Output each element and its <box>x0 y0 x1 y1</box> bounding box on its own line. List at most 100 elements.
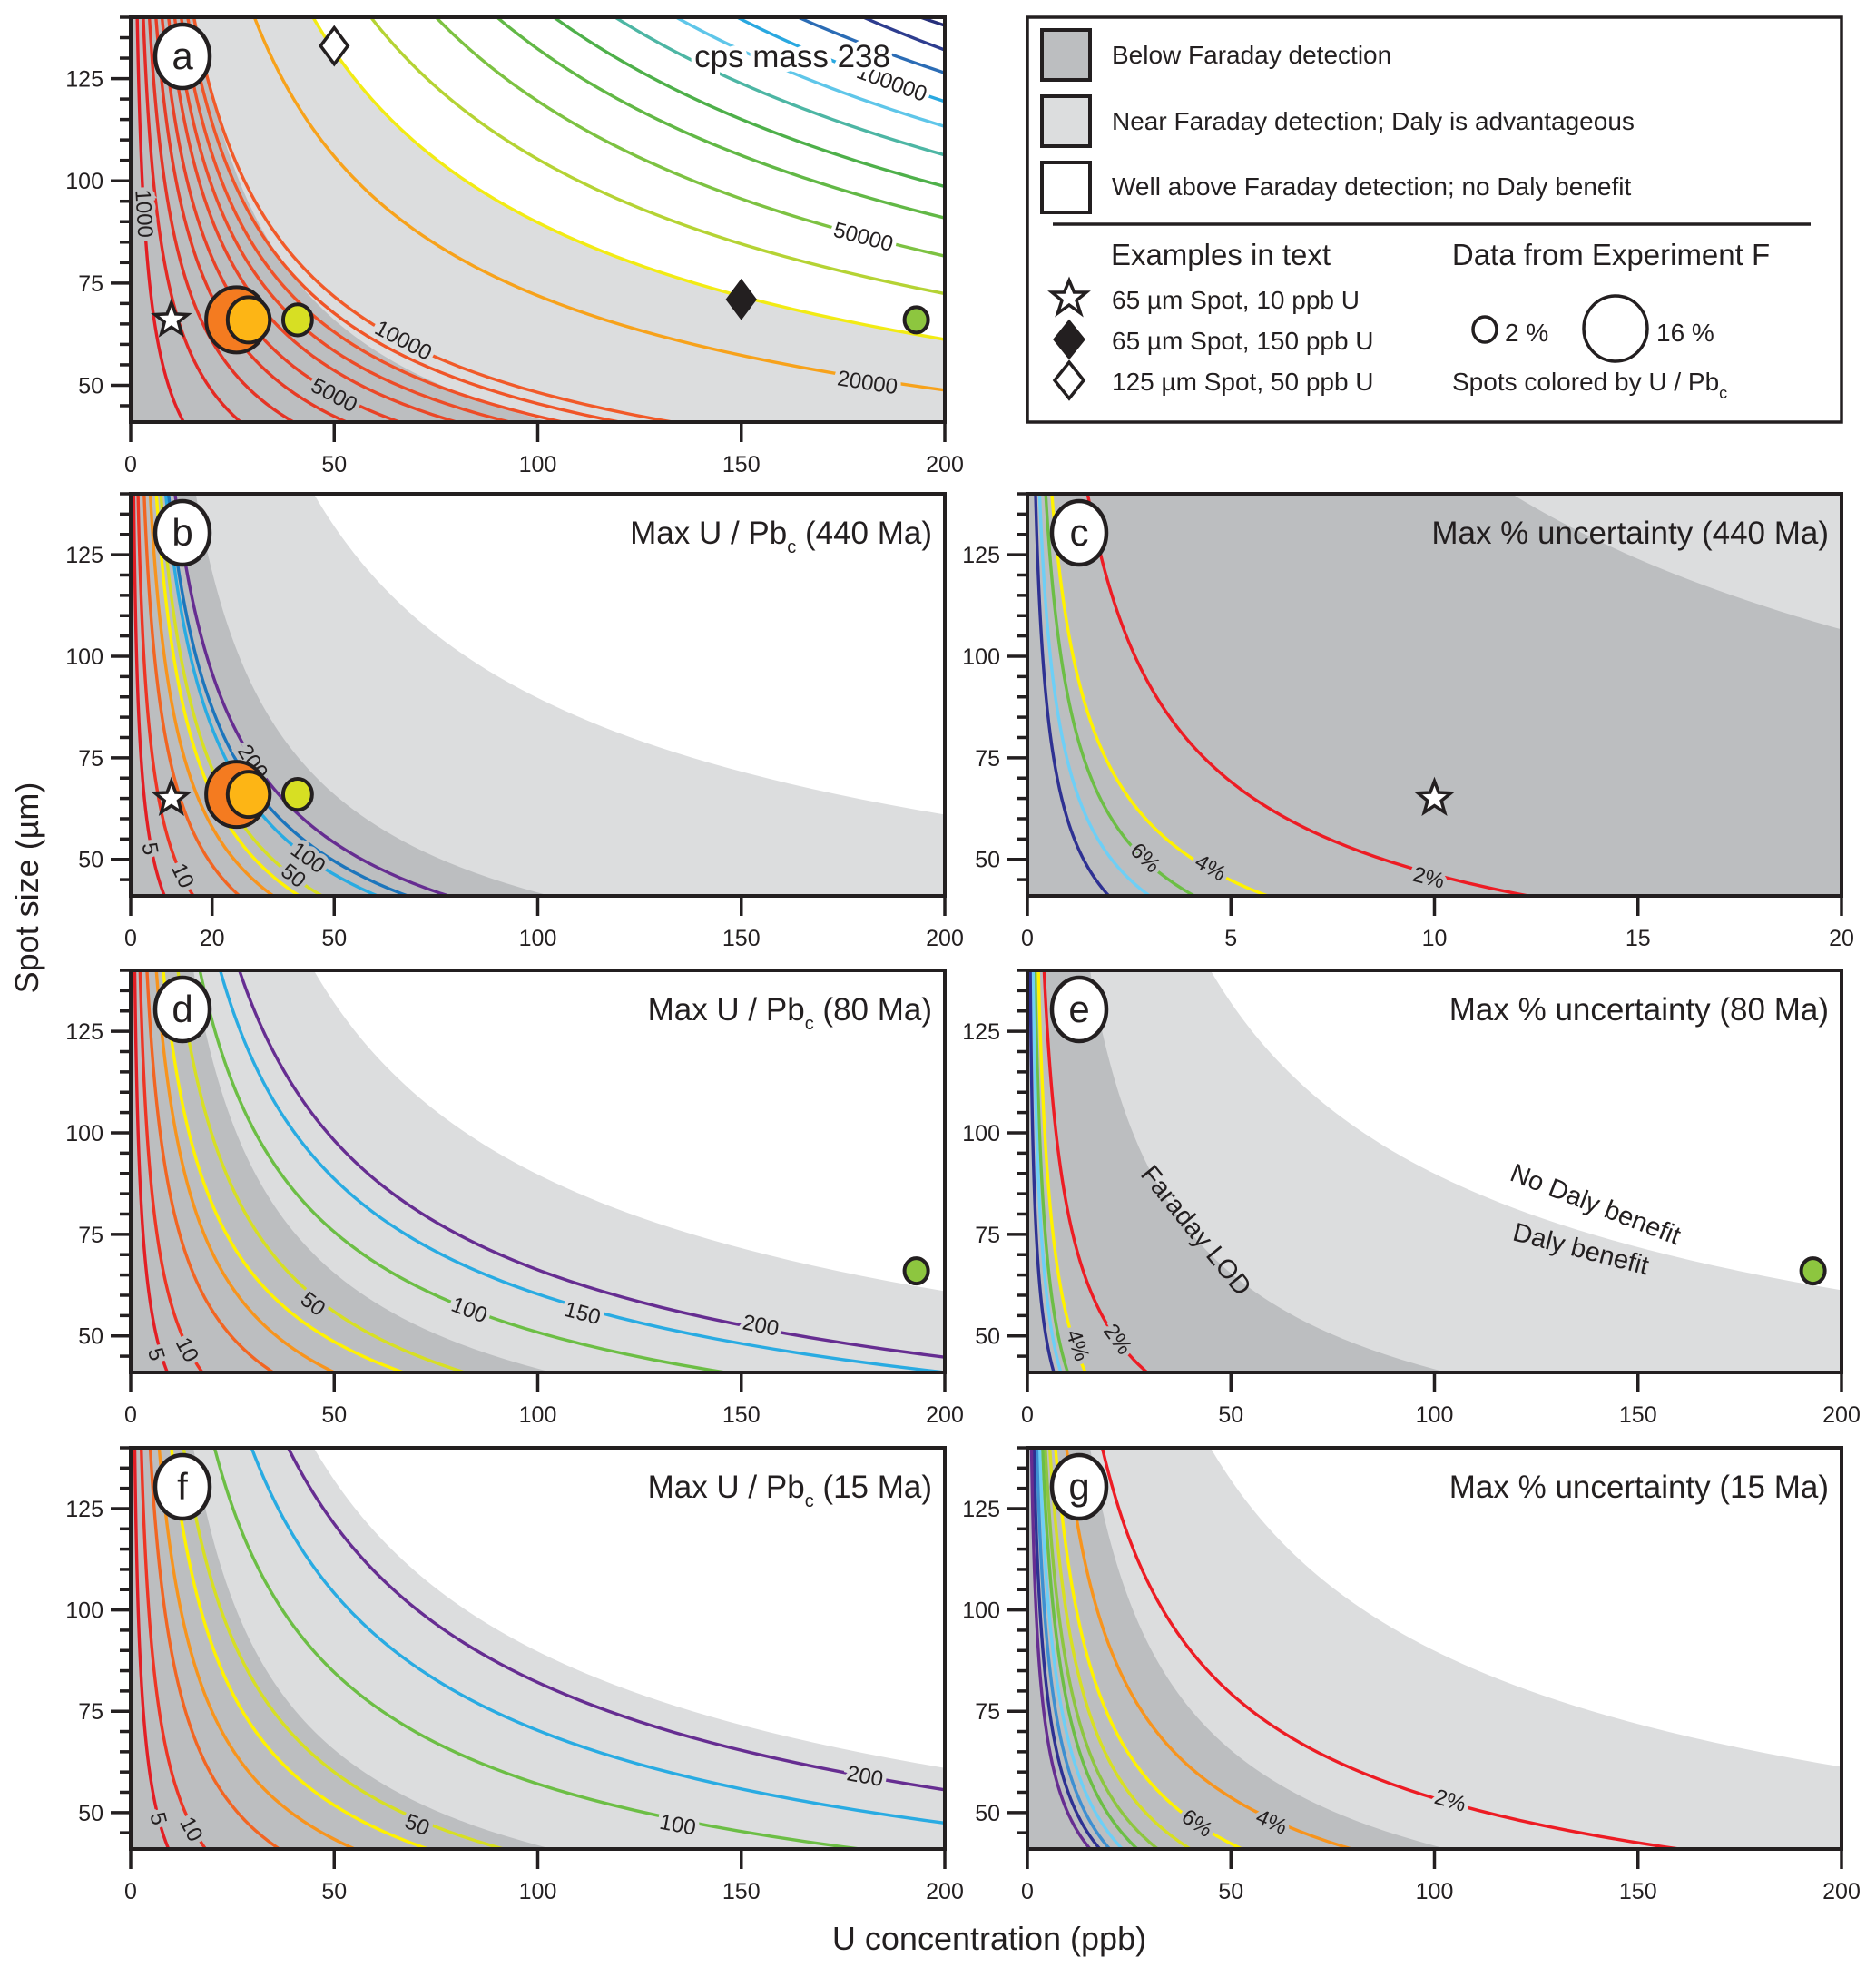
x-tick-label: 200 <box>926 1879 964 1904</box>
contour-line <box>495 17 945 220</box>
legend-label-near-faraday: Near Faraday detection; Daly is advantag… <box>1112 107 1635 135</box>
x-tick-label: 0 <box>124 926 137 951</box>
plot-area <box>1027 1448 1842 1849</box>
legend: Below Faraday detection Near Faraday det… <box>1026 15 1843 424</box>
panel-title-suffix: (15 Ma) <box>814 1470 932 1505</box>
contour-label: 1000 <box>130 189 157 239</box>
x-axis: 0 50 100 150 200 <box>1021 1372 1861 1428</box>
x-tick-label: 150 <box>722 926 761 951</box>
panel-letter: f <box>177 1465 188 1508</box>
x-axis: 0 50 100 150 200 <box>124 1372 964 1428</box>
experiment-f-spot <box>225 770 272 820</box>
region-below-faraday <box>131 1448 553 1849</box>
panel-title-suffix: (440 Ma) <box>796 516 932 551</box>
x-tick-label: 50 <box>321 452 347 477</box>
y-tick-label: 125 <box>65 1019 103 1045</box>
x-tick-label: 0 <box>124 452 137 477</box>
y-tick-label: 75 <box>78 1699 103 1725</box>
contour-line-200 <box>237 970 945 1359</box>
star-marker-icon <box>151 776 192 817</box>
contour-line <box>368 17 945 296</box>
contour-line-1000 <box>135 17 186 422</box>
x-tick-label: 150 <box>722 452 761 477</box>
panel-letter: b <box>172 511 192 554</box>
contour-line <box>612 17 945 157</box>
contour-line-10 <box>139 1448 208 1849</box>
y-tick-label: 100 <box>65 1598 103 1624</box>
contour-line-5 <box>132 494 167 896</box>
panel-title-main: cps mass 238 <box>694 39 890 74</box>
contour-line-100 <box>212 1448 872 1849</box>
x-tick-label: 200 <box>1822 1402 1861 1428</box>
x-tick-label: 50 <box>1218 1879 1243 1904</box>
x-tick-label: 50 <box>321 926 347 951</box>
x-tick-label: 100 <box>519 926 557 951</box>
panel-title: Max U / Pbc (80 Ma) <box>648 992 932 1034</box>
panel-letter-badge <box>152 975 212 1044</box>
y-tick-label: 125 <box>65 543 103 568</box>
legend-example-3: 125 µm Spot, 50 ppb U <box>1112 368 1374 396</box>
contour-line <box>551 17 945 189</box>
x-tick-label: 50 <box>1218 1402 1243 1428</box>
y-tick-label: 100 <box>962 1598 1000 1624</box>
diamond-open-icon <box>1052 359 1086 401</box>
experiment-f-spot <box>280 776 314 812</box>
x-tick-label: 100 <box>519 1879 557 1904</box>
y-tick-label: 75 <box>78 1223 103 1248</box>
experiment-f-spot <box>902 305 930 335</box>
contour-line-100 <box>198 970 736 1372</box>
x-tick-label: 150 <box>722 1879 761 1904</box>
contour-line <box>310 17 945 341</box>
region-no-daly-benefit <box>313 1448 945 1768</box>
plot-area <box>1027 970 1842 1372</box>
legend-swatch-no-daly <box>1040 161 1092 214</box>
y-tick-label: 50 <box>78 373 103 398</box>
contour-line <box>142 494 242 896</box>
x-tick-label: 0 <box>124 1879 137 1904</box>
x-axis: 0 50 100 150 200 <box>124 422 964 477</box>
contour-line <box>1029 1448 1093 1849</box>
legend-examples-heading: Examples in text <box>1111 238 1331 271</box>
contour-line-5 <box>133 970 170 1372</box>
region-below-faraday <box>1027 494 1842 896</box>
panel-letter-badge <box>152 498 212 567</box>
x-tick-label: 100 <box>1416 1879 1454 1904</box>
y-tick-label: 50 <box>975 848 1000 873</box>
y-axis: 50 75 100 125 <box>65 1446 131 1834</box>
legend-swatch-below-faraday <box>1040 28 1092 82</box>
contour-line-4% <box>1036 970 1088 1372</box>
x-tick-label: 150 <box>722 1402 761 1428</box>
panel-letter: c <box>1070 511 1089 554</box>
y-tick-label: 100 <box>962 644 1000 670</box>
x-tick-label: 150 <box>1619 1402 1657 1428</box>
region-no-daly-benefit <box>1210 970 1842 1291</box>
contour-line <box>148 494 276 896</box>
legend-example-1: 65 µm Spot, 10 ppb U <box>1112 286 1360 314</box>
y-tick-label: 50 <box>78 848 103 873</box>
y-axis: 50 75 100 125 <box>962 492 1027 881</box>
plot-area <box>131 970 945 1372</box>
contour-line <box>1044 1448 1161 1849</box>
panel-title: cps mass 238 <box>694 39 890 74</box>
contour-line <box>1047 1448 1193 1849</box>
x-tick-label: 100 <box>519 452 557 477</box>
panel-letter-badge <box>152 1452 212 1521</box>
y-tick-label: 125 <box>65 67 103 93</box>
x-tick-label: 100 <box>519 1402 557 1428</box>
y-axis: 50 75 100 125 <box>65 969 131 1358</box>
region-no-daly-benefit <box>313 17 945 340</box>
y-axis: 50 75 100 125 <box>962 969 1027 1358</box>
legend-experiment-heading: Data from Experiment F <box>1452 238 1770 271</box>
y-tick-label: 75 <box>78 746 103 772</box>
contour-line <box>1037 1448 1125 1849</box>
x-tick-label: 10 <box>1422 926 1448 951</box>
region-no-daly-benefit <box>313 494 945 815</box>
panel-title-main: Max % uncertainty (80 Ma) <box>1449 992 1829 1028</box>
